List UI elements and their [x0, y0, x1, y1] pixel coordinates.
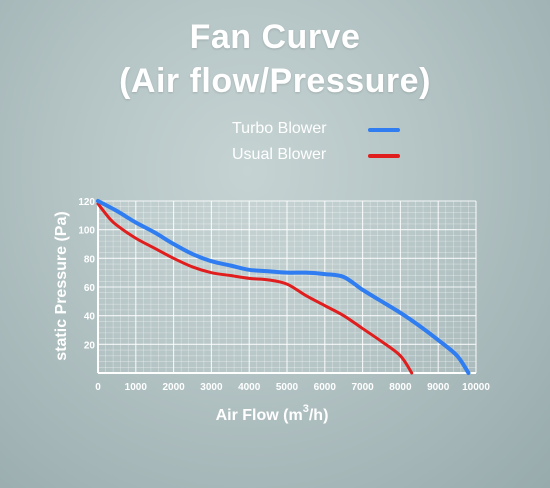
chart-title-line1: Fan Curve — [189, 18, 361, 56]
legend-item-usual: Usual Blower — [232, 142, 400, 168]
series-line-turbo-blower — [96, 199, 471, 375]
series-lines — [96, 199, 471, 375]
legend: Turbo Blower Usual Blower — [232, 116, 400, 168]
x-tick-label: 6000 — [314, 382, 337, 393]
y-tick-labels: 20 40 60 80 100 120 — [78, 197, 95, 351]
x-axis-label-main: Air Flow (m — [216, 407, 303, 424]
y-tick-label: 120 — [78, 197, 95, 208]
x-tick-label: 1000 — [125, 382, 148, 393]
x-tick-label: 7000 — [351, 382, 374, 393]
x-axis-label-tail: /h) — [309, 407, 329, 424]
legend-label-usual: Usual Blower — [232, 146, 327, 163]
x-tick-label: 5000 — [276, 382, 299, 393]
legend-swatch-turbo — [368, 128, 400, 132]
x-tick-label: 10000 — [462, 382, 490, 393]
x-tick-label: 2000 — [162, 382, 185, 393]
y-tick-label: 40 — [84, 312, 96, 323]
y-tick-label: 60 — [84, 283, 96, 294]
x-tick-label: 0 — [95, 382, 101, 393]
chart-title-line2: (Air flow/Pressure) — [119, 62, 431, 100]
x-axis-label-sup: 3 — [303, 403, 309, 415]
y-tick-label: 20 — [84, 340, 96, 351]
y-tick-label: 100 — [78, 226, 95, 237]
legend-item-turbo: Turbo Blower — [232, 116, 400, 142]
x-axis-label: Air Flow (m3/h) — [216, 403, 329, 424]
x-tick-label: 8000 — [389, 382, 412, 393]
x-tick-labels: 0 1000 2000 3000 4000 5000 6000 7000 8000 9000 100… — [95, 382, 490, 393]
x-tick-label: 9000 — [427, 382, 450, 393]
y-tick-label: 80 — [84, 254, 96, 265]
x-tick-label: 4000 — [238, 382, 261, 393]
y-axis-label: static Pressure (Pa) — [53, 211, 70, 360]
legend-swatch-usual — [368, 154, 400, 158]
series-line-usual-blower — [96, 202, 414, 375]
legend-label-turbo: Turbo Blower — [232, 120, 327, 137]
x-tick-label: 3000 — [200, 382, 223, 393]
